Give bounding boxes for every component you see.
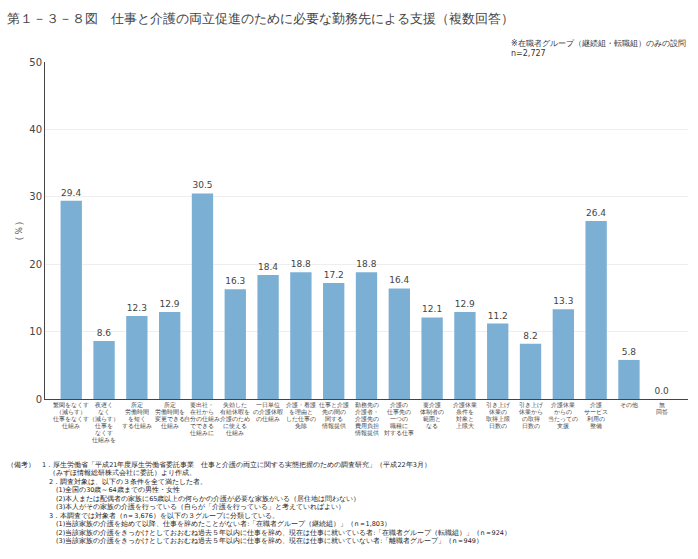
svg-text:16.3: 16.3 (225, 276, 245, 286)
svg-text:13.3: 13.3 (553, 296, 573, 306)
svg-text:所定労働時間を短くする仕組み: 所定労働時間を短くする仕組み (122, 401, 152, 430)
svg-text:夜遅くなく（減らす）仕事をなくす仕組みを: 夜遅くなく（減らす）仕事をなくす仕組みを (89, 401, 119, 444)
svg-text:介護の仕事先の一つの職種に対する仕事: 介護の仕事先の一つの職種に対する仕事 (384, 402, 414, 438)
svg-text:勤務先の介護者・介護先の費用負担情報提供: 勤務先の介護者・介護先の費用負担情報提供 (354, 402, 379, 437)
svg-text:12.9: 12.9 (455, 299, 475, 309)
svg-text:介護サービス利用の整備: 介護サービス利用の整備 (584, 402, 608, 429)
svg-text:11.2: 11.2 (488, 311, 508, 321)
svg-text:失効した有給休暇を介護のために使える仕組み: 失効した有給休暇を介護のために使える仕組み (220, 402, 250, 437)
svg-text:18.8: 18.8 (291, 259, 311, 269)
svg-text:50: 50 (29, 57, 42, 68)
svg-text:要出社・在社から自分の仕組みでできる仕組みに: 要出社・在社から自分の仕組みでできる仕組みに (184, 402, 220, 437)
svg-text:8.2: 8.2 (523, 331, 537, 341)
svg-text:40: 40 (29, 124, 42, 135)
svg-text:30.5: 30.5 (192, 180, 212, 190)
svg-text:29.4: 29.4 (61, 188, 81, 198)
svg-text:繁閑をなくす（減らす）仕事をなくす仕組み: 繁閑をなくす（減らす）仕事をなくす仕組み (52, 402, 89, 429)
svg-text:26.4: 26.4 (586, 208, 606, 218)
svg-text:0: 0 (36, 394, 42, 405)
svg-text:17.2: 17.2 (324, 270, 344, 280)
svg-text:（％）: （％） (13, 216, 24, 246)
svg-text:第１－３－８図 仕事と介護の両立促進のために必要な勤務先によ: 第１－３－８図 仕事と介護の両立促進のために必要な勤務先による支援（複数回答） (7, 11, 514, 26)
svg-text:一日単位の介護休暇の仕組み: 一日単位の介護休暇の仕組み (253, 402, 283, 422)
svg-text:所定労働時間を変更できる仕組み: 所定労働時間を変更できる仕組み (155, 401, 185, 429)
svg-text:12.1: 12.1 (422, 304, 442, 314)
svg-text:0.0: 0.0 (654, 386, 669, 396)
svg-text:16.4: 16.4 (389, 275, 409, 285)
svg-text:30: 30 (29, 191, 42, 202)
svg-text:引き上げ休業の取得上限日数の: 引き上げ休業の取得上限日数の (486, 402, 511, 429)
svg-text:その他: その他 (620, 402, 638, 409)
svg-text:※在職者グループ（継続組・転職組）のみの設問n=2,727: ※在職者グループ（継続組・転職組）のみの設問n=2,727 (511, 39, 686, 58)
svg-text:12.9: 12.9 (160, 299, 180, 309)
svg-text:介護休業条件を対象と上限大: 介護休業条件を対象と上限大 (453, 402, 477, 429)
svg-text:介護・看護を理由とした仕事の免除: 介護・看護を理由とした仕事の免除 (286, 402, 316, 429)
svg-text:10: 10 (29, 326, 42, 337)
svg-text:20: 20 (29, 259, 42, 270)
svg-text:（備考） 1．厚生労働省「平成21年度厚生労働省委託事業 仕: （備考） 1．厚生労働省「平成21年度厚生労働省委託事業 仕事と介護の両立に関す… (7, 461, 511, 545)
svg-text:要介護体制者の範囲となる: 要介護体制者の範囲となる (420, 402, 444, 430)
svg-text:介護休業からの当たっての支援: 介護休業からの当たっての支援 (548, 402, 578, 429)
svg-text:無回答: 無回答 (656, 402, 668, 415)
svg-text:8.6: 8.6 (97, 328, 112, 338)
svg-text:5.8: 5.8 (622, 347, 637, 357)
svg-text:仕事と介護先の間の関する情報提供: 仕事と介護先の間の関する情報提供 (318, 402, 349, 429)
svg-text:18.8: 18.8 (356, 259, 376, 269)
svg-text:引き上げ休業からの取得日数の: 引き上げ休業からの取得日数の (519, 402, 544, 429)
svg-text:12.3: 12.3 (127, 303, 147, 313)
svg-text:18.4: 18.4 (258, 262, 278, 272)
